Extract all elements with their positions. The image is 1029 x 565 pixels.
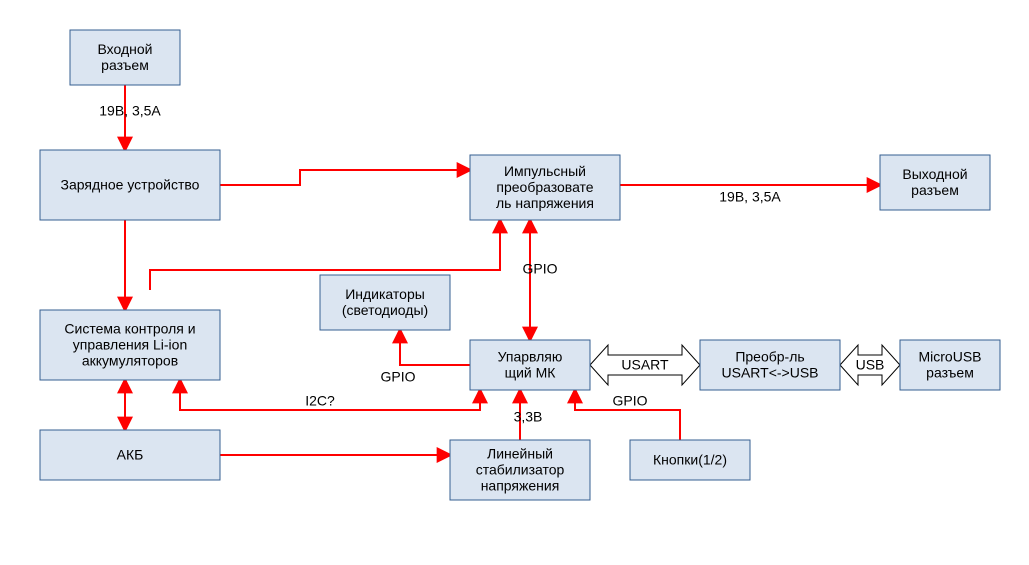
edge-label-e-bms-mcu: I2C? xyxy=(305,393,335,409)
edge-label-e-mcu-sw: GPIO xyxy=(522,261,557,277)
node-buttons-label-0: Кнопки(1/2) xyxy=(653,452,727,468)
node-buttons: Кнопки(1/2) xyxy=(630,440,750,480)
node-akb-label-0: АКБ xyxy=(117,447,144,463)
node-output-conn: Выходнойразъем xyxy=(880,155,990,210)
node-switching-label-1: преобразовате xyxy=(496,179,593,195)
node-ldo-label-1: стабилизатор xyxy=(476,462,565,478)
node-microusb: MicroUSBразъем xyxy=(900,340,1000,390)
node-output-conn-label-1: разъем xyxy=(911,182,959,198)
node-input-conn-label-1: разъем xyxy=(101,57,149,73)
node-switching-label-2: ль напряжения xyxy=(496,195,594,211)
edge-label-e-input-charger: 19В, 3,5А xyxy=(99,103,161,119)
edge-label-e-ldo-mcu: 3,3В xyxy=(514,409,543,425)
node-mcu-label-0: Упарвляю xyxy=(498,348,563,364)
block-arrow-label-ba-mcu-usart: USART xyxy=(621,357,669,373)
edge-label-e-btn-mcu: GPIO xyxy=(612,393,647,409)
node-usart-usb-label-0: Преобр-ль xyxy=(735,348,804,364)
node-ldo: Линейныйстабилизаторнапряжения xyxy=(450,440,590,500)
node-usart-usb: Преобр-льUSART<->USB xyxy=(700,340,840,390)
edge-e-mcu-ind xyxy=(400,330,470,365)
node-mcu: Упарвляющий МК xyxy=(470,340,590,390)
node-input-conn-label-0: Входной xyxy=(97,41,152,57)
node-input-conn: Входнойразъем xyxy=(70,30,180,85)
node-indicators-label-1: (светодиоды) xyxy=(342,302,428,318)
node-charger: Зарядное устройство xyxy=(40,150,220,220)
node-switching-label-0: Импульсный xyxy=(504,163,586,179)
node-indicators-label-0: Индикаторы xyxy=(345,286,425,302)
edge-label-e-sw-out: 19В, 3,5А xyxy=(719,189,781,205)
node-ldo-label-0: Линейный xyxy=(487,445,553,461)
edge-e-charger-sw-poly xyxy=(220,170,470,185)
node-bms-label-2: аккумуляторов xyxy=(82,353,178,369)
block-arrow-label-ba-usart-usb: USB xyxy=(856,357,885,373)
block-diagram: USARTUSB ВходнойразъемЗарядное устройств… xyxy=(0,0,1029,565)
node-switching: Импульсныйпреобразователь напряжения xyxy=(470,155,620,220)
node-mcu-label-1: щий МК xyxy=(505,365,557,381)
node-microusb-label-0: MicroUSB xyxy=(918,348,981,364)
node-ldo-label-2: напряжения xyxy=(481,478,560,494)
node-bms-label-1: управления Li-ion xyxy=(73,337,188,353)
node-akb: АКБ xyxy=(40,430,220,480)
node-charger-label-0: Зарядное устройство xyxy=(61,177,200,193)
node-bms: Система контроля иуправления Li-ionаккум… xyxy=(40,310,220,380)
edge-label-e-mcu-ind: GPIO xyxy=(380,369,415,385)
node-indicators: Индикаторы(светодиоды) xyxy=(320,275,450,330)
node-usart-usb-label-1: USART<->USB xyxy=(722,365,819,381)
node-output-conn-label-0: Выходной xyxy=(902,166,967,182)
node-bms-label-0: Система контроля и xyxy=(64,320,195,336)
node-microusb-label-1: разъем xyxy=(926,365,974,381)
